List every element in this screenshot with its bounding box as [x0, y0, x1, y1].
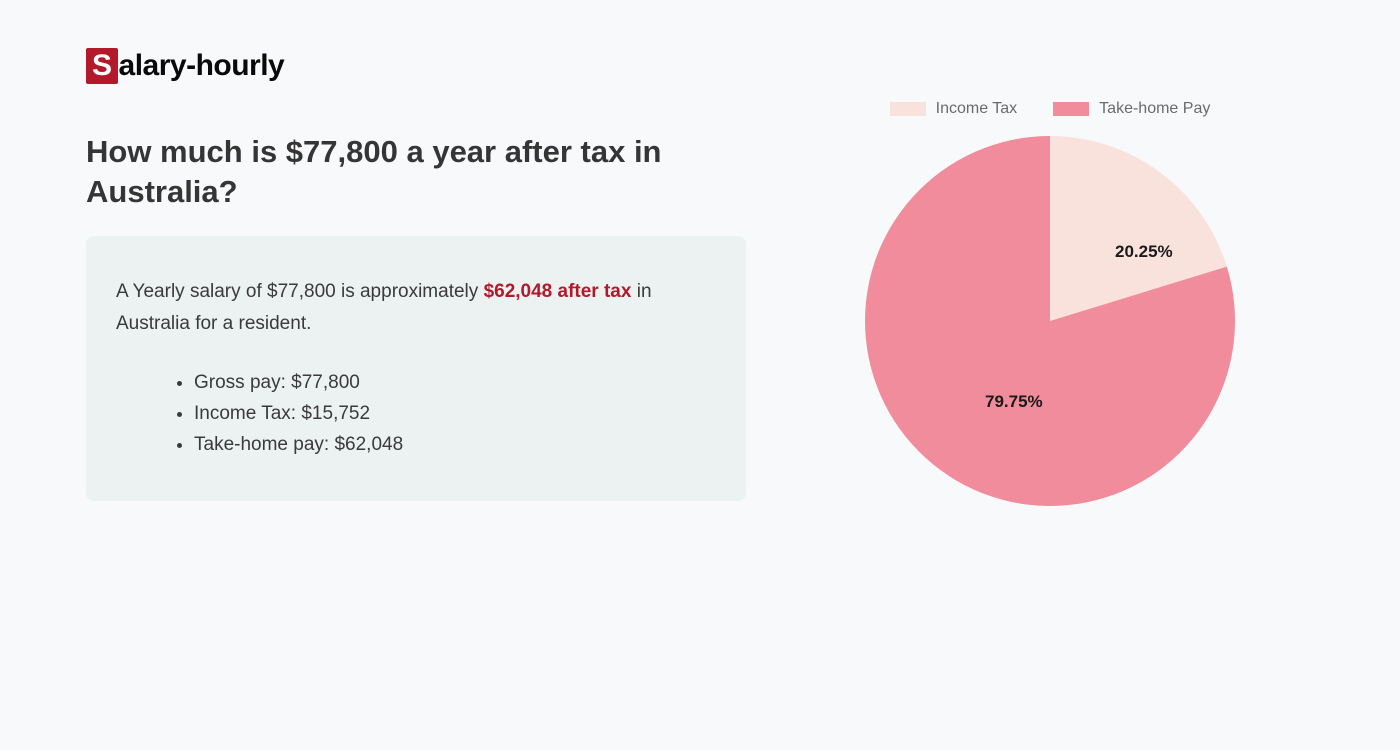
logo-text: alary-hourly	[119, 49, 285, 82]
summary-text: A Yearly salary of $77,800 is approximat…	[116, 276, 716, 341]
chart-legend: Income Tax Take-home Pay	[830, 100, 1270, 118]
list-item: Gross pay: $77,800	[194, 367, 716, 398]
page-title: How much is $77,800 a year after tax in …	[86, 132, 706, 213]
legend-swatch	[890, 102, 926, 116]
slice-label: 20.25%	[1115, 242, 1173, 262]
legend-item: Income Tax	[890, 100, 1018, 118]
slice-label: 79.75%	[985, 392, 1043, 412]
legend-item: Take-home Pay	[1053, 100, 1210, 118]
list-item: Take-home pay: $62,048	[194, 429, 716, 460]
legend-swatch	[1053, 102, 1089, 116]
summary-pre: A Yearly salary of $77,800 is approximat…	[116, 281, 484, 302]
breakdown-list: Gross pay: $77,800 Income Tax: $15,752 T…	[116, 367, 716, 461]
pie-wrap: 20.25% 79.75%	[865, 136, 1235, 506]
legend-label: Take-home Pay	[1099, 100, 1210, 118]
pie-svg	[865, 136, 1235, 506]
list-item: Income Tax: $15,752	[194, 398, 716, 429]
logo-badge: S	[86, 48, 118, 84]
pie-chart: Income Tax Take-home Pay 20.25% 79.75%	[830, 100, 1270, 506]
logo: Salary-hourly	[86, 48, 284, 84]
summary-card: A Yearly salary of $77,800 is approximat…	[86, 236, 746, 501]
summary-highlight: $62,048 after tax	[484, 281, 632, 302]
legend-label: Income Tax	[936, 100, 1018, 118]
